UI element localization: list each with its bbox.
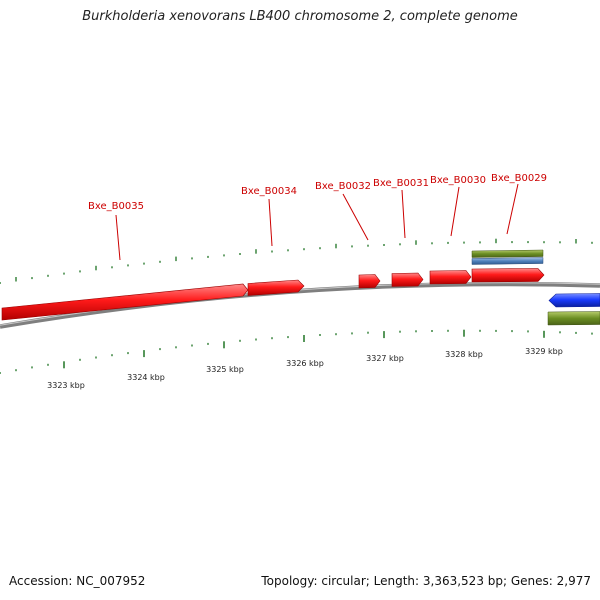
map-title: Burkholderia xenovorans LB400 chromosome… [82,9,518,24]
kbp-label-3329: 3329 kbp [525,347,563,356]
leader-bxe-b0035 [115,214,121,261]
gene-label-bxe-b0035[interactable]: Bxe_B0035 [88,201,144,212]
cds-bxe-b0031[interactable] [391,272,424,287]
cds-bxe-b0035[interactable] [1,283,249,321]
cds-bxe-b0032[interactable] [358,274,381,289]
cds-bxe-b0029[interactable] [471,268,545,283]
gene-label-leaders [115,183,519,261]
leader-bxe-b0030 [450,186,460,237]
gene-label-bxe-b0031[interactable]: Bxe_B0031 [373,178,429,189]
misc-feature-bxe-b0029[interactable] [471,257,544,265]
gene-label-bxe-b0030[interactable]: Bxe_B0030 [430,175,486,186]
accession-info: Accession: NC_007952 [9,574,146,588]
gene-feature-bxe-b0029[interactable] [471,249,544,258]
leader-bxe-b0032 [342,193,369,241]
gene-label-bxe-b0029[interactable]: Bxe_B0029 [491,173,547,184]
leader-bxe-b0029 [506,183,519,235]
cds-bxe-b0034[interactable] [247,279,305,296]
kbp-label-3323: 3323 kbp [47,381,85,390]
gene-label-bxe-b0034[interactable]: Bxe_B0034 [241,186,297,197]
gene-feature-reverse-strand[interactable] [547,311,600,326]
kbp-label-3326: 3326 kbp [286,359,324,368]
cds-reverse-strand[interactable] [548,293,600,308]
leader-bxe-b0034 [268,198,273,247]
leader-bxe-b0031 [401,189,406,239]
genome-stats: Topology: circular; Length: 3,363,523 bp… [261,574,591,588]
kbp-label-3325: 3325 kbp [206,365,244,374]
kbp-label-3328: 3328 kbp [445,350,483,359]
outer-tick-ring [0,238,593,284]
kbp-label-3324: 3324 kbp [127,373,165,382]
kbp-label-3327: 3327 kbp [366,354,404,363]
gene-label-bxe-b0032[interactable]: Bxe_B0032 [315,181,371,192]
chromosome-backbone [0,281,600,329]
cds-bxe-b0030[interactable] [429,270,472,285]
inner-tick-ring [0,329,593,374]
